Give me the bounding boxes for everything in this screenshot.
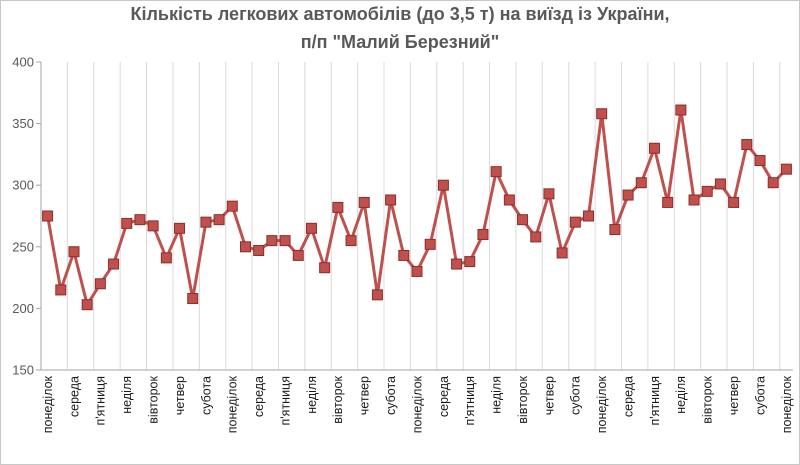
data-point	[543, 188, 555, 200]
data-point	[68, 246, 80, 258]
data-point	[437, 179, 449, 191]
x-tick-label: вівторок	[701, 375, 715, 423]
data-point	[319, 262, 331, 274]
x-tick-label: п'ятниця	[648, 376, 662, 425]
data-point	[292, 249, 304, 261]
x-tick-label: середа	[437, 376, 451, 417]
data-point	[200, 216, 212, 228]
data-point	[635, 177, 647, 189]
x-tick-label: четвер	[727, 376, 741, 415]
x-tick-label: п'ятниця	[463, 376, 477, 425]
data-point	[424, 238, 436, 250]
x-tick-label: четвер	[358, 376, 372, 415]
data-point	[226, 200, 238, 212]
x-tick-label: понеділок	[595, 375, 609, 433]
y-tick-label: 200	[12, 301, 34, 316]
data-point	[81, 299, 93, 311]
x-tick-label: вівторок	[331, 375, 345, 423]
chart-title-line1: Кількість легкових автомобілів (до 3,5 т…	[130, 4, 670, 24]
x-tick-label: середа	[67, 376, 81, 417]
data-point	[266, 235, 278, 247]
data-point	[371, 289, 383, 301]
x-tick-label: понеділок	[226, 375, 240, 433]
data-point	[609, 224, 621, 236]
x-tick-label: четвер	[542, 376, 556, 415]
data-point	[714, 178, 726, 190]
y-tick-label: 300	[12, 178, 34, 193]
x-tick-label: понеділок	[410, 375, 424, 433]
x-tick-label: субота	[384, 376, 398, 415]
data-point	[517, 214, 529, 226]
x-tick-label: середа	[252, 376, 266, 417]
data-point	[622, 189, 634, 201]
data-point	[490, 166, 502, 178]
data-point	[741, 139, 753, 151]
data-point	[662, 196, 674, 208]
x-tick-label: субота	[569, 376, 583, 415]
data-point	[187, 293, 199, 305]
x-tick-label: неділя	[490, 376, 504, 414]
y-tick-label: 150	[12, 363, 34, 378]
data-point	[728, 196, 740, 208]
x-tick-label: вівторок	[147, 375, 161, 423]
data-point	[701, 185, 713, 197]
data-point	[648, 142, 660, 154]
x-tick-label: неділя	[305, 376, 319, 414]
data-point	[121, 217, 133, 229]
data-point	[596, 108, 608, 120]
x-tick-label: вівторок	[516, 375, 530, 423]
data-point	[675, 104, 687, 116]
data-point	[398, 249, 410, 261]
data-point	[147, 220, 159, 232]
data-point	[108, 258, 120, 270]
data-point	[385, 194, 397, 206]
data-point	[569, 216, 581, 228]
x-tick-label: субота	[199, 376, 213, 415]
x-tick-label: понеділок	[780, 375, 794, 433]
data-point	[253, 244, 265, 256]
data-point	[213, 214, 225, 226]
data-point	[780, 163, 792, 175]
chart-title-line2: п/п "Малий Березний"	[300, 32, 500, 52]
data-point	[332, 201, 344, 213]
data-point	[556, 247, 568, 259]
data-point	[754, 155, 766, 167]
data-point	[767, 177, 779, 189]
x-tick-label: неділя	[120, 376, 134, 414]
x-tick-label: неділя	[674, 376, 688, 414]
y-tick-label: 400	[12, 55, 34, 70]
data-point	[174, 222, 186, 234]
data-point	[55, 284, 67, 296]
x-tick-label: понеділок	[41, 375, 55, 433]
data-point	[345, 235, 357, 247]
x-tick-label: субота	[753, 376, 767, 415]
data-point	[42, 210, 54, 222]
data-point	[358, 196, 370, 208]
x-tick-label: п'ятниця	[278, 376, 292, 425]
x-tick-label: середа	[621, 376, 635, 417]
data-point	[411, 265, 423, 277]
data-point	[464, 256, 476, 268]
data-point	[477, 228, 489, 240]
data-point	[160, 252, 172, 264]
data-point	[305, 222, 317, 234]
data-point	[279, 235, 291, 247]
data-point	[583, 210, 595, 222]
data-point	[239, 241, 251, 253]
data-point	[503, 194, 515, 206]
y-tick-label: 250	[12, 239, 34, 254]
data-point	[134, 214, 146, 226]
data-point	[94, 278, 106, 290]
x-tick-label: п'ятниця	[94, 376, 108, 425]
y-tick-label: 350	[12, 116, 34, 131]
data-point	[530, 231, 542, 243]
data-point	[451, 258, 463, 270]
x-tick-label: четвер	[173, 376, 187, 415]
data-point	[688, 194, 700, 206]
